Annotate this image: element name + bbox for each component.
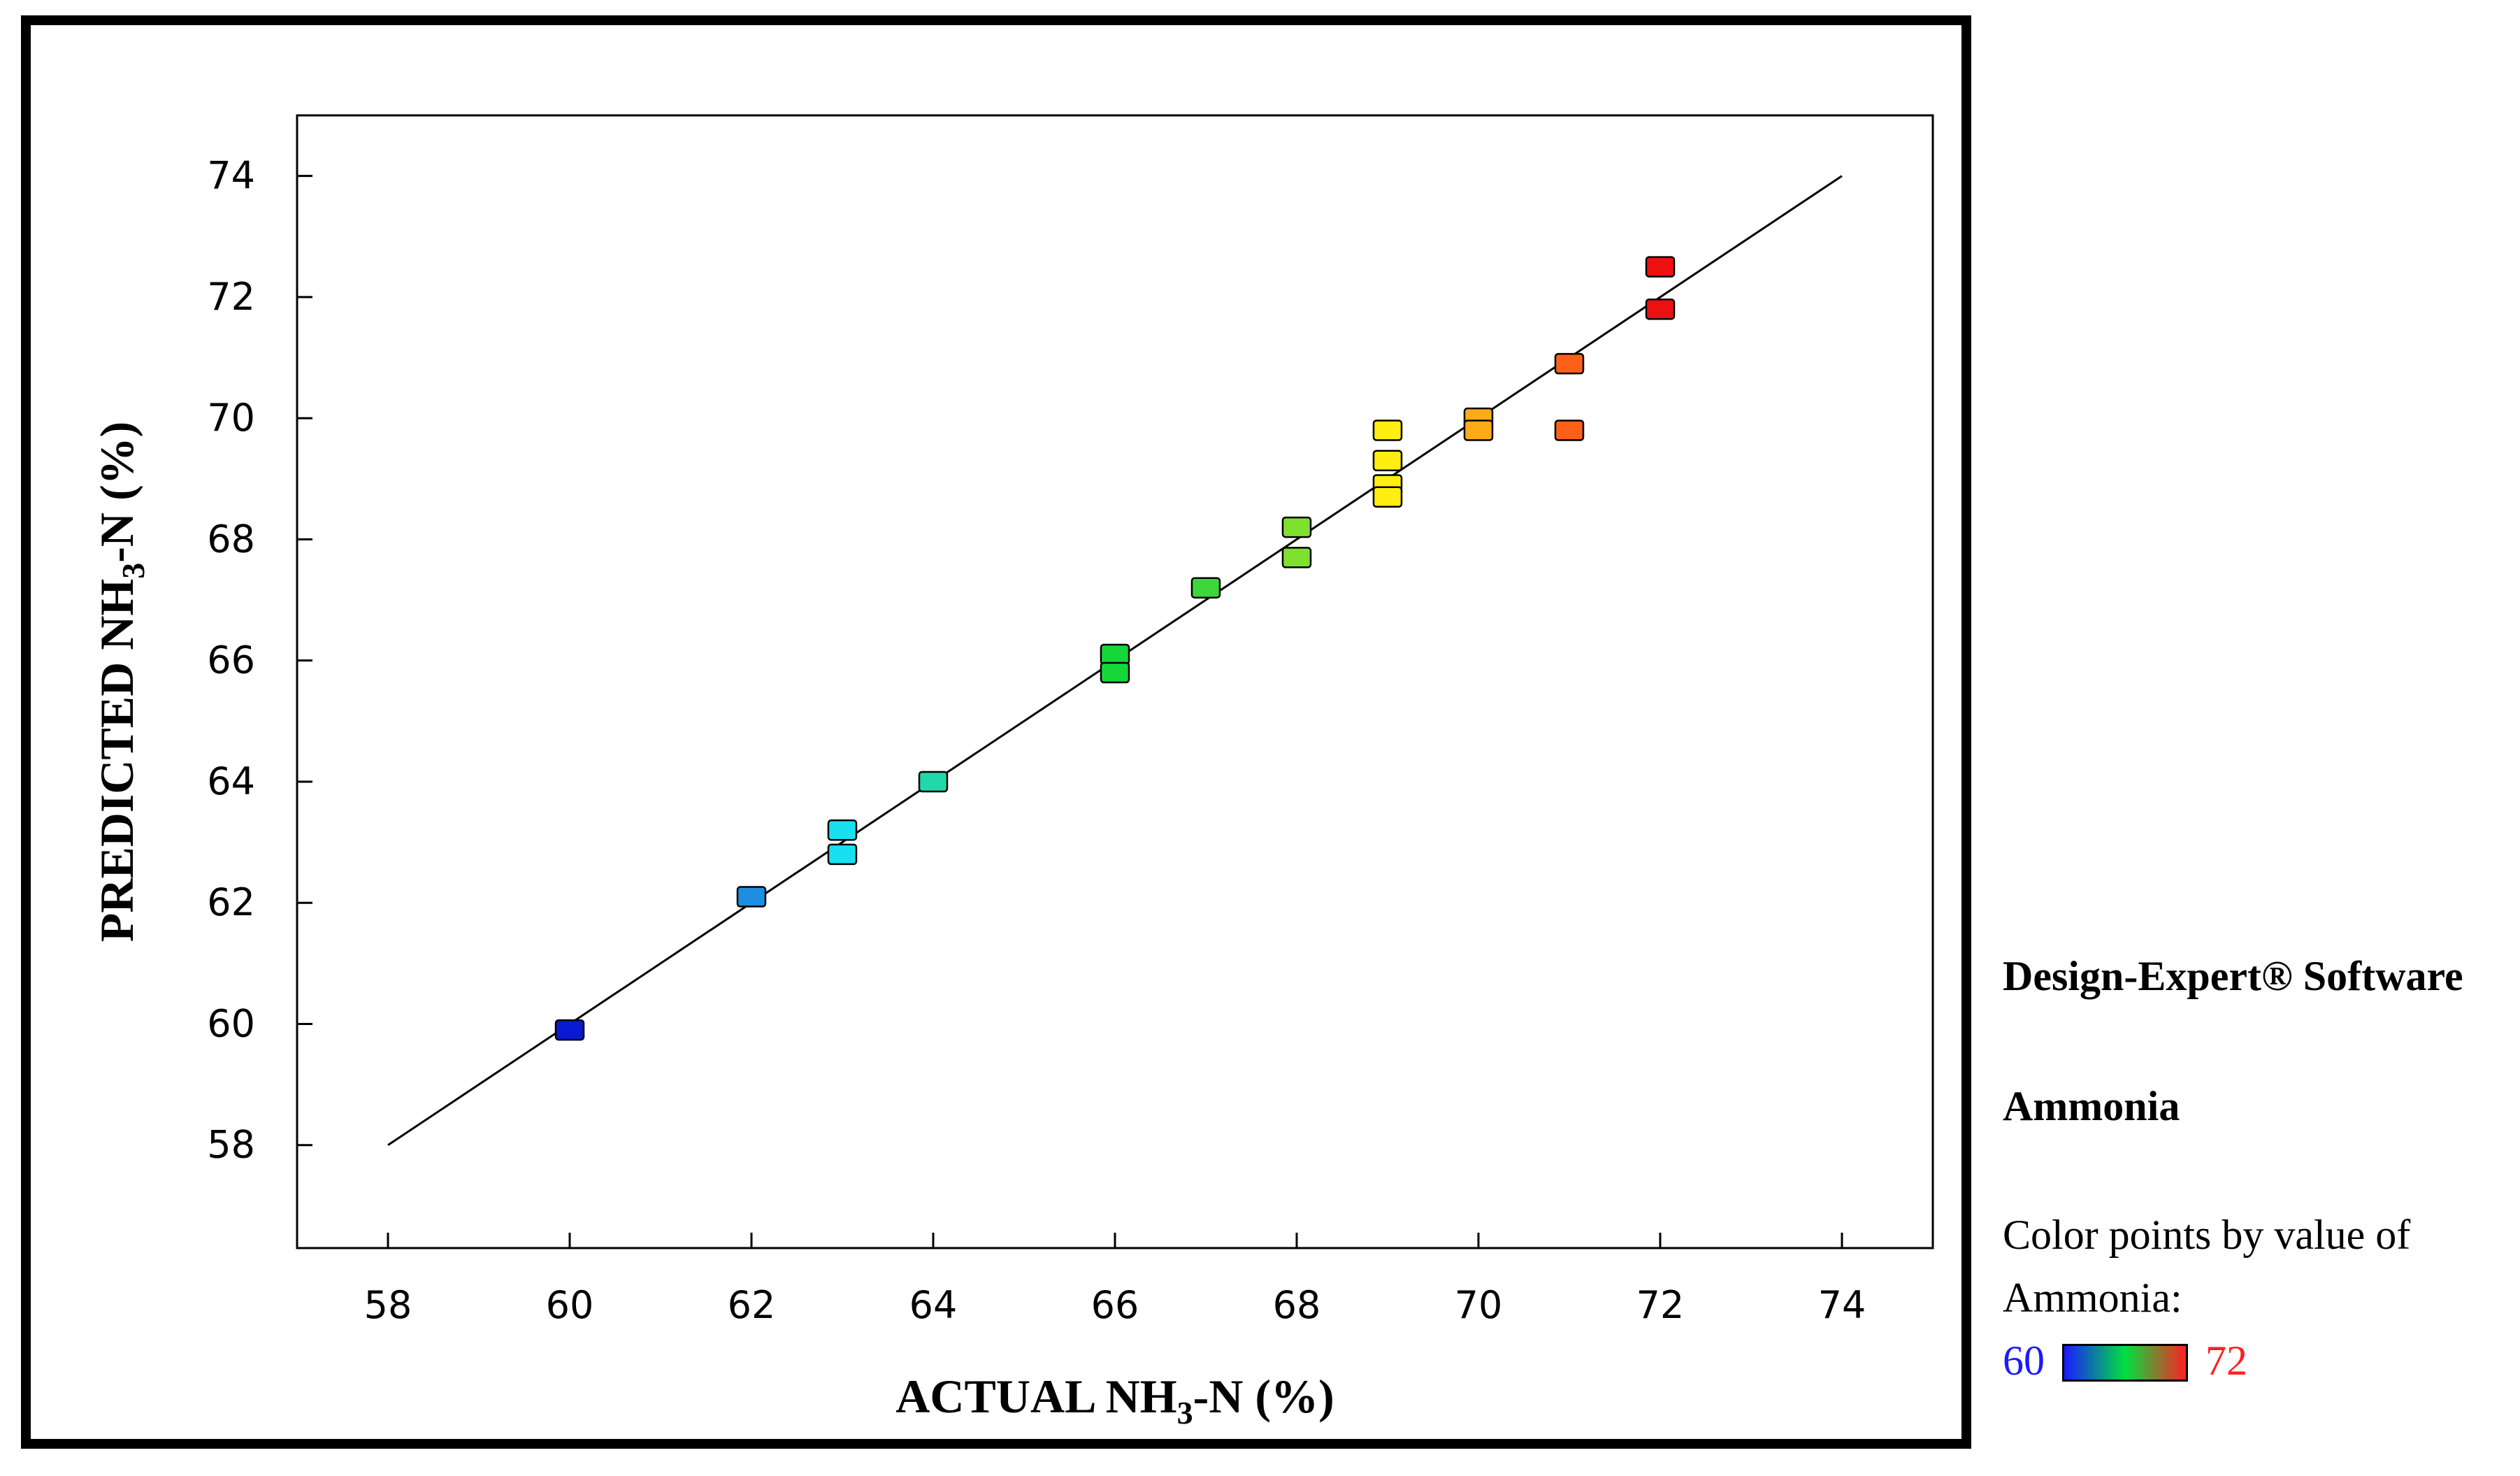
x-tick-label: 70 <box>1455 1283 1503 1327</box>
data-point <box>1645 298 1676 320</box>
data-point <box>1372 486 1403 508</box>
software-name: Design-Expert® Software <box>2003 953 2463 999</box>
data-point <box>827 843 858 866</box>
data-point <box>1554 420 1585 441</box>
x-axis: 58 60 62 64 66 68 70 72 74 <box>364 1233 1866 1327</box>
y-tick-label: 74 <box>207 154 255 198</box>
data-point <box>1463 420 1494 441</box>
y-axis-label: PREDICTED NH3-N (%) <box>90 422 151 943</box>
legend-min-label: 60 <box>2003 1338 2045 1384</box>
x-tick-label: 64 <box>909 1283 958 1327</box>
y-tick-label: 70 <box>207 396 255 440</box>
data-point <box>1281 516 1312 538</box>
y-tick-label: 62 <box>207 880 255 924</box>
data-point <box>1190 577 1221 599</box>
data-point <box>1100 661 1130 684</box>
x-axis-label: ACTUAL NH3-N (%) <box>895 1370 1334 1431</box>
x-tick-label: 60 <box>546 1283 594 1327</box>
x-tick-label: 72 <box>1636 1283 1685 1327</box>
y-tick-label: 64 <box>207 759 255 803</box>
y-tick-label: 60 <box>207 1001 255 1045</box>
color-note-line2: Ammonia: <box>2003 1275 2182 1321</box>
data-points <box>554 256 1676 1041</box>
data-point <box>554 1019 585 1041</box>
data-point <box>827 819 858 841</box>
color-gradient-bar <box>2062 1344 2188 1382</box>
data-point <box>1372 420 1403 441</box>
data-point <box>1372 450 1403 472</box>
data-point <box>918 771 949 793</box>
data-point <box>736 886 767 908</box>
data-point <box>1100 643 1130 666</box>
data-point <box>1554 352 1585 375</box>
response-name: Ammonia <box>2003 1083 2180 1129</box>
data-point <box>1645 256 1676 278</box>
x-tick-label: 62 <box>728 1283 776 1327</box>
x-tick-label: 68 <box>1273 1283 1321 1327</box>
legend-max-label: 72 <box>2205 1338 2247 1384</box>
y-axis: 58 60 62 64 66 68 70 72 74 <box>207 154 312 1167</box>
y-tick-label: 68 <box>207 517 255 561</box>
data-point <box>1281 547 1312 568</box>
y-tick-label: 66 <box>207 638 255 682</box>
x-tick-label: 58 <box>364 1283 412 1327</box>
x-tick-label: 66 <box>1091 1283 1139 1327</box>
y-tick-label: 72 <box>207 275 255 319</box>
color-note-line1: Color points by value of <box>2003 1212 2411 1258</box>
y-tick-label: 58 <box>207 1123 255 1167</box>
x-tick-label: 74 <box>1818 1283 1866 1327</box>
